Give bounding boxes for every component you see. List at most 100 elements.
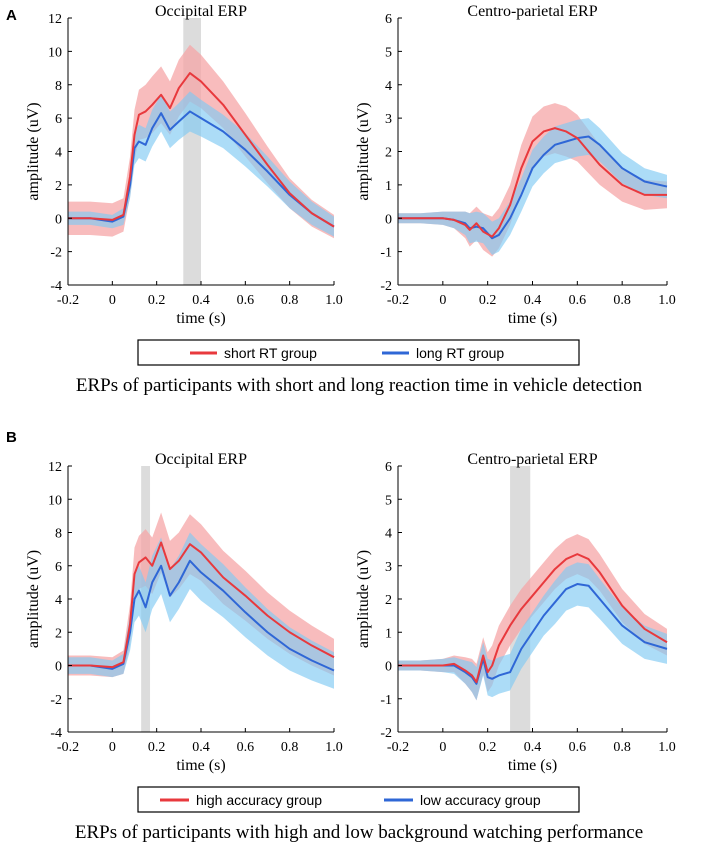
x-tick-label: -0.2 — [387, 293, 409, 308]
x-tick-label: 0.8 — [613, 293, 631, 308]
chart-b-centro-parietal: -2 -1 0 1 2 3 4 5 6 -0.2 0 0.2 0.4 0.6 0.8 1.0 Centro-pa… — [355, 451, 676, 774]
y-tick-label: 4 — [55, 593, 62, 608]
x-tick-label: -0.2 — [57, 740, 79, 755]
y-tick-label: 2 — [385, 146, 392, 161]
y-axis-label: amplitude (uV) — [355, 102, 372, 200]
x-tick-label: 0.4 — [524, 740, 542, 755]
y-tick-label: 6 — [385, 460, 392, 475]
x-tick-label: 0.8 — [613, 740, 631, 755]
series-line-1 — [398, 553, 668, 684]
x-axis-label: time (s) — [176, 757, 225, 774]
x-tick-label: 0.8 — [281, 740, 299, 755]
x-tick-label: 0.2 — [479, 293, 497, 308]
y-tick-label: -2 — [50, 246, 62, 261]
x-tick-label: 1.0 — [325, 293, 343, 308]
x-tick-label: 1.0 — [658, 293, 676, 308]
series-line-1 — [398, 127, 667, 238]
chart-a-centro-parietal: -2 -1 0 1 2 3 4 5 6 -0.2 0 0.2 0.4 0.6 0.8 1.0 Centro-pa… — [355, 3, 676, 327]
x-tick-label: 0.2 — [148, 740, 166, 755]
x-axis-label: time (s) — [508, 310, 557, 327]
chart-b-occipital: -4 -2 0 2 4 6 8 10 12 -0.2 0 0.2 0.4 0.6 0.8 1.0 Occipit… — [25, 451, 343, 774]
legend-label-series2: low accuracy group — [420, 792, 541, 808]
x-tick-label: 0.6 — [569, 293, 587, 308]
y-tick-label: 2 — [55, 179, 62, 194]
y-tick-label: 10 — [48, 493, 62, 508]
y-tick-label: 0 — [385, 212, 392, 227]
y-tick-label: 0 — [55, 212, 62, 227]
y-tick-label: -4 — [50, 726, 62, 741]
y-tick-label: 6 — [55, 560, 62, 575]
y-tick-label: 12 — [48, 12, 62, 27]
legend-box — [137, 786, 580, 813]
chart-title: Occipital ERP — [155, 3, 247, 20]
y-tick-label: -1 — [380, 693, 392, 708]
y-tick-label: 8 — [55, 527, 62, 542]
y-tick-label: -2 — [50, 693, 62, 708]
y-tick-label: 6 — [385, 12, 392, 27]
x-tick-label: 0.6 — [237, 293, 255, 308]
series-line-1 — [68, 541, 335, 669]
y-tick-label: 5 — [385, 493, 392, 508]
x-axis-label: time (s) — [176, 310, 225, 327]
error-band-series1 — [398, 534, 667, 701]
chart-title: Occipital ERP — [155, 451, 247, 468]
x-tick-label: 0.4 — [524, 293, 542, 308]
y-tick-label: 1 — [385, 179, 392, 194]
y-tick-label: -2 — [380, 726, 392, 741]
y-tick-label: 12 — [48, 460, 62, 475]
error-band-series2 — [68, 532, 334, 689]
y-tick-label: 6 — [55, 112, 62, 127]
y-tick-label: 8 — [55, 79, 62, 94]
x-tick-label: 0.6 — [569, 740, 587, 755]
series-line-1 — [68, 72, 335, 228]
y-tick-label: 4 — [385, 79, 392, 94]
x-tick-label: 0 — [109, 740, 116, 755]
x-axis-label: time (s) — [508, 757, 557, 774]
legend-label-series1: short RT group — [224, 345, 317, 361]
x-tick-label: 0 — [439, 293, 446, 308]
series-line-2 — [398, 583, 668, 685]
y-axis-label: amplitude (uV) — [25, 550, 42, 648]
x-tick-label: -0.2 — [57, 293, 79, 308]
x-tick-label: 0.8 — [281, 293, 299, 308]
chart-title: Centro-parietal ERP — [467, 3, 597, 20]
error-band-series2 — [398, 118, 667, 255]
caption-b: ERPs of participants with high and low b… — [75, 822, 643, 843]
x-tick-label: 0.6 — [237, 740, 255, 755]
y-tick-label: -2 — [380, 279, 392, 294]
y-tick-label: 0 — [55, 660, 62, 675]
legend-label-series2: long RT group — [416, 345, 504, 361]
y-tick-label: -1 — [380, 246, 392, 261]
x-tick-label: 1.0 — [658, 740, 676, 755]
error-band-series2 — [68, 91, 334, 237]
y-tick-label: 2 — [55, 626, 62, 641]
x-tick-label: 0 — [109, 293, 116, 308]
x-tick-label: 0.4 — [192, 740, 210, 755]
legend-label-series1: high accuracy group — [196, 792, 322, 808]
y-tick-label: 10 — [48, 45, 62, 60]
x-tick-label: -0.2 — [387, 740, 409, 755]
y-tick-label: -4 — [50, 279, 62, 294]
y-tick-label: 2 — [385, 593, 392, 608]
panel-label-a: A — [6, 7, 17, 24]
x-tick-label: 0 — [439, 740, 446, 755]
y-tick-label: 3 — [385, 560, 392, 575]
y-tick-label: 5 — [385, 45, 392, 60]
y-tick-label: 4 — [55, 146, 62, 161]
caption-a: ERPs of participants with short and long… — [76, 375, 643, 396]
y-axis-label: amplitude (uV) — [355, 550, 372, 648]
legend-b: high accuracy group low accuracy group — [137, 786, 580, 813]
y-tick-label: 1 — [385, 626, 392, 641]
chart-a-occipital: -4 -2 0 2 4 6 8 10 12 -0.2 0 0.2 0.4 0.6 0.8 1.0 Occipit… — [25, 3, 343, 327]
y-tick-label: 0 — [385, 660, 392, 675]
x-tick-label: 0.4 — [192, 293, 210, 308]
y-axis-label: amplitude (uV) — [25, 102, 42, 200]
legend-a: short RT group long RT group — [137, 339, 580, 366]
y-tick-label: 4 — [385, 527, 392, 542]
x-tick-label: 0.2 — [479, 740, 497, 755]
chart-title: Centro-parietal ERP — [467, 451, 597, 468]
x-tick-label: 0.2 — [148, 293, 166, 308]
panel-label-b: B — [6, 429, 17, 446]
x-tick-label: 1.0 — [325, 740, 343, 755]
